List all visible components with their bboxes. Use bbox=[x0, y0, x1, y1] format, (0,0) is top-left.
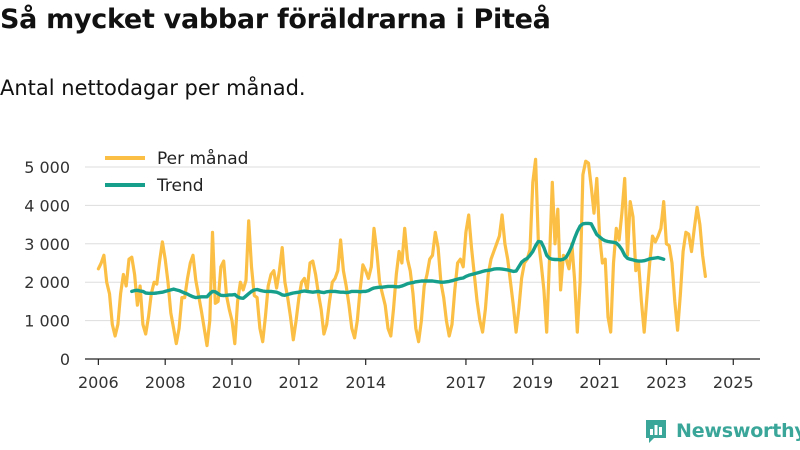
x-tick-label: 2025 bbox=[713, 373, 754, 392]
legend-label: Trend bbox=[156, 176, 204, 196]
y-tick-label: 4 000 bbox=[24, 196, 70, 215]
legend: Per månad Trend bbox=[105, 148, 248, 196]
chart-title: Så mycket vabbar föräldrarna i Piteå bbox=[0, 4, 551, 35]
brand-name: Newsworthy bbox=[676, 420, 800, 442]
x-tick-label: 2017 bbox=[446, 373, 487, 392]
x-tick-label: 2012 bbox=[279, 373, 320, 392]
chart-subtitle: Antal nettodagar per månad. bbox=[0, 76, 306, 100]
x-axis: 2006 2008 2010 2012 2014 2017 2019 2021 2023 2025 bbox=[78, 358, 760, 392]
x-tick-label: 2010 bbox=[212, 373, 253, 392]
y-tick-label: 5 000 bbox=[24, 158, 70, 177]
bar-chart-logo-icon bbox=[646, 420, 666, 443]
y-tick-label: 3 000 bbox=[24, 235, 70, 254]
series-line-per-manad bbox=[96, 157, 707, 348]
x-tick-label: 2014 bbox=[345, 373, 386, 392]
y-axis-labels: 0 1 000 2 000 3 000 4 000 5 000 bbox=[24, 158, 70, 369]
x-tick-label: 2006 bbox=[78, 373, 119, 392]
newsworthy-logo: Newsworthy bbox=[644, 418, 800, 444]
y-tick-label: 0 bbox=[60, 350, 70, 369]
series-layer bbox=[96, 157, 707, 348]
x-tick-label: 2008 bbox=[145, 373, 186, 392]
x-tick-label: 2019 bbox=[512, 373, 553, 392]
series-line-trend bbox=[130, 221, 666, 300]
x-tick-label: 2023 bbox=[646, 373, 687, 392]
legend-label: Per månad bbox=[157, 148, 248, 169]
y-tick-label: 2 000 bbox=[24, 273, 70, 292]
y-tick-label: 1 000 bbox=[24, 312, 70, 331]
x-tick-label: 2021 bbox=[579, 373, 620, 392]
